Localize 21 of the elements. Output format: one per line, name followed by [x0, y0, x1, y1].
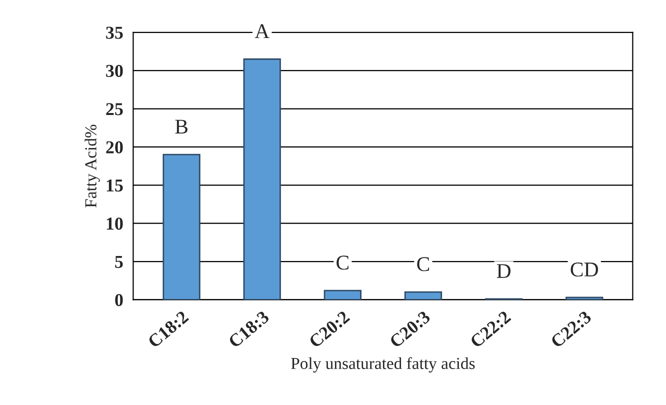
bar	[162, 154, 200, 300]
y-tick-label: 0	[115, 294, 123, 306]
bar	[243, 58, 281, 300]
y-tick-label: 15	[106, 179, 123, 192]
annotation: A	[254, 24, 270, 38]
bar	[566, 296, 604, 300]
y-tick-label: 10	[106, 218, 123, 230]
y-tick-label: 25	[106, 103, 123, 116]
y-tick-label: 20	[106, 141, 123, 154]
annotation: CD	[570, 262, 598, 277]
annotation: B	[175, 120, 188, 134]
annotation: C	[336, 256, 348, 270]
y-tick-label: 5	[115, 256, 123, 268]
y-tick-label: 35	[106, 26, 123, 39]
x-axis-title: Poly unsaturated fatty acids	[291, 357, 475, 373]
annotation: C	[417, 257, 430, 272]
annotation: D	[496, 264, 510, 278]
bar	[324, 290, 362, 300]
bar	[404, 291, 442, 300]
y-tick-label: 30	[106, 64, 123, 78]
y-axis-title: Fatty Acid%	[84, 124, 100, 208]
